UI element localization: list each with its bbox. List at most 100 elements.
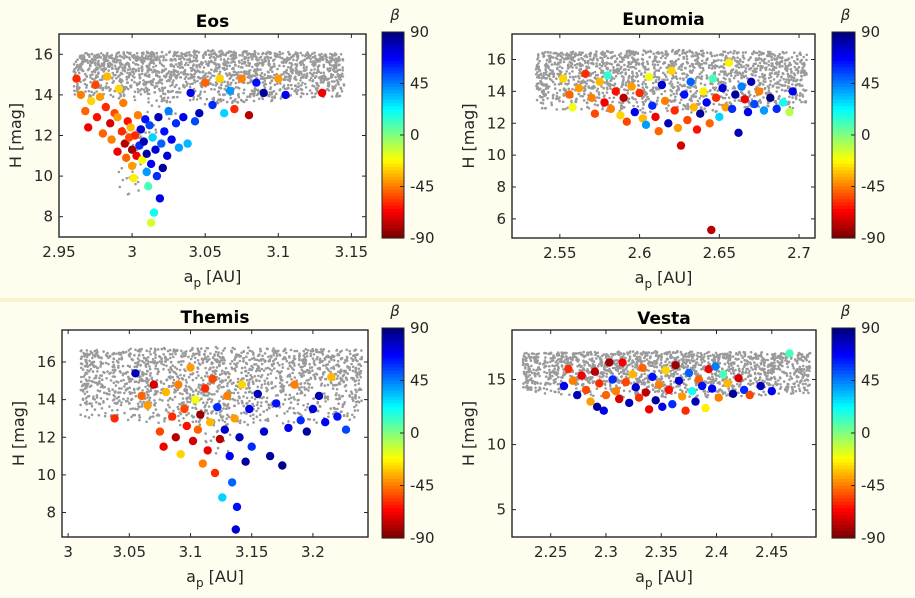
background-point: [565, 52, 569, 55]
background-point: [115, 52, 118, 55]
background-point: [138, 81, 141, 84]
background-point: [351, 359, 355, 363]
background-point: [224, 84, 228, 88]
background-point: [783, 89, 787, 93]
background-point: [294, 84, 297, 87]
background-point: [105, 53, 109, 56]
background-point: [294, 69, 298, 73]
background-point: [201, 379, 205, 382]
background-point: [120, 166, 124, 170]
background-point: [88, 376, 91, 379]
y-tick-label: 10: [487, 146, 506, 164]
background-point: [803, 100, 806, 104]
background-point: [590, 79, 594, 83]
background-point: [733, 56, 736, 60]
background-point: [741, 51, 745, 54]
background-point: [270, 93, 274, 96]
background-point: [717, 58, 720, 62]
data-point: [139, 137, 148, 146]
background-point: [98, 376, 101, 380]
background-point: [95, 396, 99, 399]
background-point: [307, 371, 311, 375]
background-point: [323, 358, 327, 361]
background-point: [263, 57, 267, 61]
background-point: [655, 55, 658, 59]
background-point: [208, 56, 212, 60]
background-point: [265, 408, 269, 412]
background-point: [107, 86, 110, 89]
background-point: [757, 53, 761, 57]
background-point: [769, 75, 773, 79]
background-point: [295, 92, 299, 96]
background-point: [123, 87, 127, 90]
plot-area: [59, 34, 366, 237]
background-point: [149, 347, 153, 351]
background-point: [305, 72, 309, 75]
background-point: [140, 69, 144, 73]
background-point: [292, 407, 295, 410]
background-point: [247, 52, 251, 55]
background-point: [618, 60, 622, 64]
background-point: [598, 67, 602, 70]
background-point: [766, 101, 770, 105]
background-point: [323, 74, 326, 77]
background-point: [303, 386, 306, 389]
background-point: [192, 78, 196, 82]
background-point: [246, 59, 250, 62]
background-point: [187, 77, 190, 80]
background-point: [193, 80, 197, 84]
background-point: [130, 415, 133, 419]
background-point: [130, 70, 134, 73]
data-point: [95, 92, 105, 102]
background-point: [331, 387, 335, 390]
background-point: [120, 78, 124, 82]
background-point: [248, 62, 252, 65]
background-point: [95, 66, 99, 70]
background-point: [598, 63, 602, 66]
background-point: [141, 353, 145, 357]
background-point: [89, 367, 93, 371]
background-point: [89, 60, 93, 64]
data-point: [145, 121, 154, 130]
background-point: [709, 51, 713, 55]
background-point: [97, 55, 100, 59]
background-point: [209, 50, 212, 53]
background-point: [152, 65, 155, 69]
background-point: [688, 49, 691, 52]
background-point: [284, 61, 288, 64]
background-point: [637, 63, 641, 66]
background-point: [168, 100, 172, 104]
background-point: [296, 411, 300, 415]
background-point: [105, 377, 108, 380]
background-point: [227, 50, 231, 53]
data-point: [87, 96, 96, 106]
background-point: [263, 73, 267, 76]
background-point: [90, 57, 94, 61]
data-point: [146, 159, 156, 169]
background-point: [763, 73, 767, 77]
background-point: [741, 71, 745, 75]
background-point: [730, 74, 733, 77]
background-point: [337, 59, 340, 63]
background-point: [148, 80, 151, 84]
background-point: [581, 95, 585, 98]
background-point: [185, 391, 189, 395]
background-point: [121, 178, 125, 182]
background-point: [253, 397, 257, 401]
background-point: [165, 53, 168, 56]
background-point: [328, 63, 332, 66]
background-point: [234, 63, 237, 67]
background-point: [542, 55, 545, 58]
background-point: [297, 363, 301, 366]
background-point: [574, 75, 577, 78]
background-point: [552, 93, 555, 97]
background-point: [220, 352, 223, 355]
background-point: [266, 373, 270, 376]
background-point: [788, 95, 791, 98]
data-point: [595, 77, 604, 87]
background-point: [341, 75, 345, 78]
background-point: [97, 53, 100, 56]
background-point: [266, 381, 270, 384]
background-point: [638, 69, 641, 73]
background-point: [115, 359, 119, 363]
